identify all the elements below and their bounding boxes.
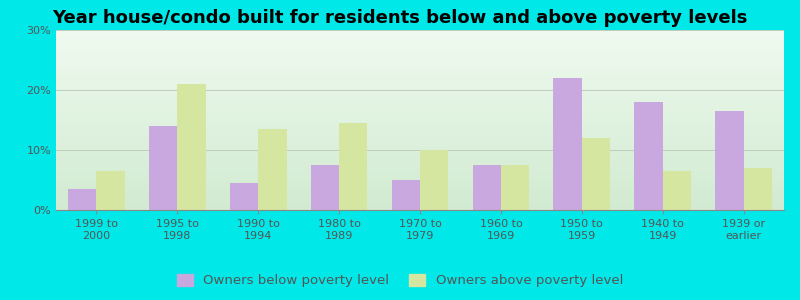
- Bar: [230, 183, 258, 210]
- Bar: [554, 78, 582, 210]
- Bar: [178, 84, 206, 210]
- Bar: [634, 102, 662, 210]
- Bar: [662, 171, 691, 210]
- Bar: [501, 165, 530, 210]
- Bar: [743, 168, 772, 210]
- Bar: [582, 138, 610, 210]
- Legend: Owners below poverty level, Owners above poverty level: Owners below poverty level, Owners above…: [177, 274, 623, 287]
- Bar: [149, 126, 178, 210]
- Bar: [339, 123, 367, 210]
- Bar: [68, 189, 97, 210]
- Bar: [392, 180, 420, 210]
- Bar: [311, 165, 339, 210]
- Bar: [97, 171, 125, 210]
- Bar: [258, 129, 286, 210]
- Bar: [473, 165, 501, 210]
- Bar: [420, 150, 448, 210]
- Bar: [715, 111, 743, 210]
- Text: Year house/condo built for residents below and above poverty levels: Year house/condo built for residents bel…: [52, 9, 748, 27]
